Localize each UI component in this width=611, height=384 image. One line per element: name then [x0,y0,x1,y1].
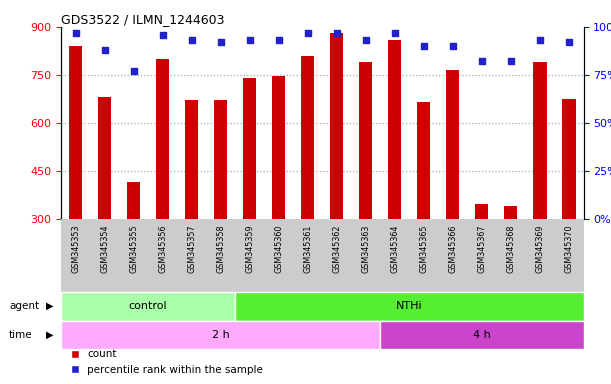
Point [419,43,429,49]
Bar [235,292,584,321]
Text: time: time [9,330,33,340]
Text: GSM345362: GSM345362 [332,225,342,273]
Bar [331,33,343,219]
Text: agent: agent [9,301,39,311]
Bar [389,40,401,219]
Text: 2 h: 2 h [212,330,230,340]
Bar [214,101,227,219]
Text: 4 h: 4 h [473,330,491,340]
Bar [156,59,169,219]
Point [100,47,109,53]
Text: GSM345356: GSM345356 [158,225,167,273]
Text: GSM345363: GSM345363 [361,225,370,273]
Text: NTHi: NTHi [396,301,423,311]
Bar [359,62,372,219]
Text: GSM345359: GSM345359 [245,225,254,273]
Bar [61,321,380,349]
Text: GSM345366: GSM345366 [448,225,458,273]
Text: ▶: ▶ [46,330,53,340]
Point [216,39,225,45]
Bar [127,182,140,219]
Text: GSM345360: GSM345360 [274,225,284,273]
Bar [185,101,198,219]
Legend: count, percentile rank within the sample: count, percentile rank within the sample [67,345,267,379]
Bar [533,62,546,219]
Text: GSM345355: GSM345355 [129,225,138,273]
Bar [380,321,584,349]
Text: GSM345364: GSM345364 [390,225,400,273]
Text: control: control [129,301,167,311]
Point [506,58,516,65]
Bar [475,204,488,219]
Bar [417,102,430,219]
Bar [69,46,82,219]
Text: GSM345353: GSM345353 [71,225,80,273]
Point [535,37,545,43]
Point [245,37,255,43]
Point [274,37,284,43]
Text: GSM345370: GSM345370 [565,225,574,273]
Text: GSM345358: GSM345358 [216,225,225,273]
Point [129,68,139,74]
Point [477,58,487,65]
Point [448,43,458,49]
Text: GSM345368: GSM345368 [507,225,516,273]
Bar [61,292,235,321]
Point [187,37,197,43]
Text: GSM345365: GSM345365 [419,225,428,273]
Point [71,30,81,36]
Text: GSM345354: GSM345354 [100,225,109,273]
Text: GSM345357: GSM345357 [187,225,196,273]
Bar [98,97,111,219]
Bar [273,76,285,219]
Point [564,39,574,45]
Bar [447,70,459,219]
Point [332,30,342,36]
Bar [243,78,256,219]
Text: GSM345367: GSM345367 [477,225,486,273]
Point [303,30,313,36]
Point [390,30,400,36]
Point [361,37,371,43]
Bar [301,56,314,219]
Bar [505,206,518,219]
Point [158,31,167,38]
Text: ▶: ▶ [46,301,53,311]
Text: GDS3522 / ILMN_1244603: GDS3522 / ILMN_1244603 [61,13,225,26]
Bar [563,99,576,219]
Text: GSM345369: GSM345369 [535,225,544,273]
Text: GSM345361: GSM345361 [303,225,312,273]
